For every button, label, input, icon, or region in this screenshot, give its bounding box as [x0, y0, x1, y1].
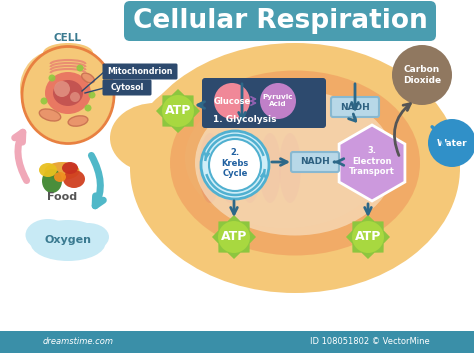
Circle shape: [89, 91, 95, 98]
Polygon shape: [156, 89, 200, 133]
FancyBboxPatch shape: [202, 78, 326, 128]
Ellipse shape: [279, 133, 301, 203]
Ellipse shape: [43, 43, 93, 63]
Text: ATP: ATP: [221, 229, 247, 243]
Text: NADH: NADH: [340, 102, 370, 112]
Circle shape: [70, 92, 80, 102]
Ellipse shape: [42, 169, 62, 193]
Polygon shape: [339, 125, 405, 201]
Ellipse shape: [199, 133, 221, 203]
Text: 1. Glycolysis: 1. Glycolysis: [213, 115, 277, 125]
Text: ID 108051802 © VectorMine: ID 108051802 © VectorMine: [310, 337, 430, 347]
Ellipse shape: [219, 133, 241, 203]
Ellipse shape: [290, 88, 450, 218]
Text: Mitochondrion: Mitochondrion: [107, 67, 173, 76]
Ellipse shape: [45, 162, 80, 180]
Text: Oxygen: Oxygen: [45, 235, 91, 245]
Ellipse shape: [26, 219, 71, 251]
FancyBboxPatch shape: [331, 97, 379, 117]
Text: Food: Food: [47, 192, 77, 202]
Ellipse shape: [195, 90, 395, 235]
Circle shape: [201, 131, 269, 199]
Ellipse shape: [54, 172, 66, 182]
Ellipse shape: [63, 170, 85, 188]
Circle shape: [76, 65, 83, 72]
Text: dreamstime.com: dreamstime.com: [43, 337, 113, 347]
Ellipse shape: [20, 50, 90, 126]
Text: CELL: CELL: [54, 33, 82, 43]
Text: NADH: NADH: [300, 157, 330, 167]
Ellipse shape: [110, 103, 200, 173]
Ellipse shape: [67, 223, 109, 251]
Ellipse shape: [53, 80, 83, 106]
Circle shape: [352, 221, 384, 253]
FancyBboxPatch shape: [124, 1, 436, 41]
Ellipse shape: [190, 193, 330, 273]
Text: Glucose: Glucose: [213, 96, 251, 106]
Text: Cellular Respiration: Cellular Respiration: [133, 8, 428, 34]
Ellipse shape: [40, 220, 95, 242]
Circle shape: [54, 81, 70, 97]
Ellipse shape: [130, 43, 460, 293]
Circle shape: [428, 119, 474, 167]
FancyBboxPatch shape: [102, 79, 152, 96]
Ellipse shape: [39, 163, 57, 177]
Ellipse shape: [140, 83, 260, 183]
Ellipse shape: [170, 71, 420, 256]
Ellipse shape: [259, 133, 281, 203]
Ellipse shape: [23, 48, 113, 143]
Ellipse shape: [82, 73, 94, 83]
Ellipse shape: [35, 104, 55, 122]
Text: Cytosol: Cytosol: [110, 83, 144, 92]
Text: ATP: ATP: [355, 229, 381, 243]
Ellipse shape: [39, 109, 61, 121]
Circle shape: [260, 83, 296, 119]
Circle shape: [40, 97, 47, 104]
Text: ATP: ATP: [165, 103, 191, 116]
Polygon shape: [212, 215, 256, 259]
Circle shape: [392, 45, 452, 105]
FancyBboxPatch shape: [291, 152, 339, 172]
FancyBboxPatch shape: [102, 64, 177, 79]
Ellipse shape: [30, 225, 106, 261]
FancyBboxPatch shape: [0, 331, 474, 353]
Circle shape: [162, 95, 194, 127]
Text: Pyruvic
Acid: Pyruvic Acid: [263, 95, 293, 108]
Ellipse shape: [45, 72, 91, 114]
Text: Water: Water: [437, 138, 467, 148]
Text: 3.
Electron
Transport: 3. Electron Transport: [349, 146, 395, 176]
Ellipse shape: [239, 133, 261, 203]
Circle shape: [218, 221, 250, 253]
Text: Carbon
Dioxide: Carbon Dioxide: [403, 65, 441, 85]
Ellipse shape: [68, 116, 88, 126]
Ellipse shape: [62, 162, 78, 174]
Polygon shape: [346, 215, 390, 259]
Circle shape: [209, 139, 261, 191]
Ellipse shape: [78, 103, 102, 123]
Circle shape: [214, 83, 250, 119]
Ellipse shape: [185, 88, 385, 228]
Circle shape: [48, 74, 55, 82]
Circle shape: [84, 104, 91, 112]
Text: 2.
Krebs
Cycle: 2. Krebs Cycle: [221, 148, 249, 178]
